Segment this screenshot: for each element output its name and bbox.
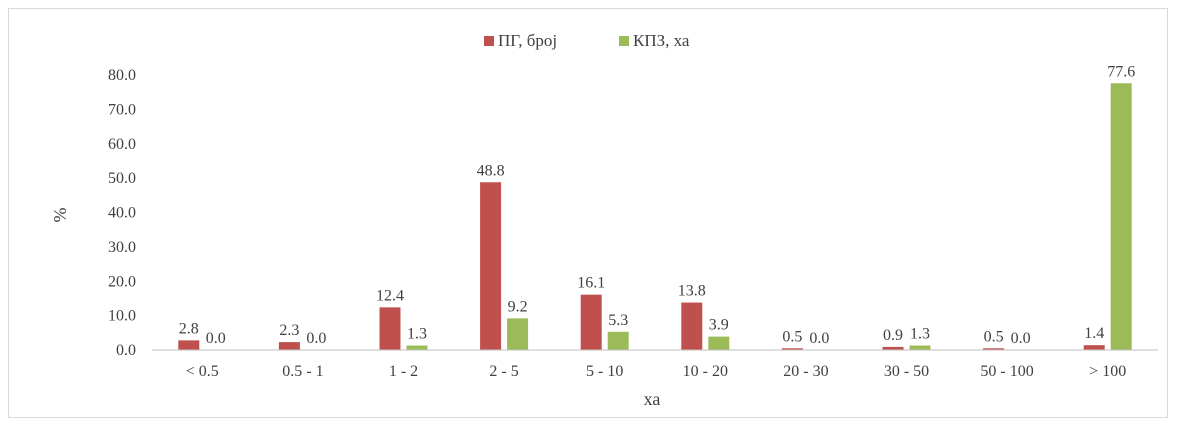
- bar-series-2: [909, 345, 931, 350]
- data-label-series-1: 48.8: [477, 162, 505, 179]
- data-label-series-2: 1.3: [407, 326, 427, 343]
- bar-series-1: [781, 348, 803, 350]
- data-label-series-2: 77.6: [1107, 63, 1135, 80]
- data-label-series-1: 2.8: [179, 320, 199, 337]
- y-tick-label: 50.0: [108, 170, 136, 187]
- data-label-series-1: 12.4: [376, 287, 404, 304]
- y-tick-label: 10.0: [108, 308, 136, 325]
- legend-label-series-1: ПГ, број: [498, 31, 557, 50]
- bar-series-1: [278, 342, 300, 350]
- bar-series-1: [580, 294, 602, 350]
- y-tick-label: 40.0: [108, 205, 136, 222]
- x-tick-label: 5 - 10: [586, 363, 623, 380]
- legend-label-series-2: КПЗ, ха: [633, 31, 690, 50]
- bar-series-1: [983, 348, 1005, 350]
- x-tick-label: 2 - 5: [489, 363, 518, 380]
- data-label-series-2: 0.0: [306, 330, 326, 347]
- bar-series-1: [379, 307, 401, 350]
- y-tick-label: 30.0: [108, 239, 136, 256]
- y-axis-ticks: 0.0 10.0 20.0 30.0 40.0 50.0 60.0 70.0 80.0: [108, 67, 136, 359]
- bar-series-1: [480, 182, 502, 350]
- y-axis-label: %: [50, 208, 70, 223]
- bar-series-2: [708, 336, 730, 350]
- x-tick-label: 30 - 50: [884, 363, 929, 380]
- x-tick-label: 20 - 30: [783, 363, 828, 380]
- x-tick-label: 50 - 100: [980, 363, 1033, 380]
- legend: ПГ, број КПЗ, ха: [484, 31, 690, 50]
- x-tick-label: > 100: [1089, 363, 1126, 380]
- y-tick-label: 0.0: [116, 342, 136, 359]
- data-label-series-1: 0.9: [883, 327, 903, 344]
- bar-series-1: [1083, 345, 1105, 350]
- bar-series-2: [507, 318, 529, 350]
- data-label-series-1: 13.8: [678, 283, 706, 300]
- data-label-series-2: 0.0: [206, 330, 226, 347]
- legend-swatch-series-2: [619, 36, 629, 46]
- y-tick-label: 60.0: [108, 136, 136, 153]
- x-tick-label: 1 - 2: [389, 363, 418, 380]
- x-axis-label: ха: [644, 389, 661, 409]
- x-tick-label: < 0.5: [186, 363, 219, 380]
- data-label-series-2: 0.0: [809, 330, 829, 347]
- data-label-series-2: 5.3: [608, 312, 628, 329]
- data-label-series-1: 0.5: [984, 328, 1004, 345]
- bar-series-2: [1110, 83, 1132, 350]
- bar-series-1: [178, 340, 200, 350]
- data-label-series-2: 0.0: [1011, 330, 1031, 347]
- bar-series-1: [882, 346, 904, 350]
- data-label-series-2: 1.3: [910, 326, 930, 343]
- data-label-series-1: 2.3: [279, 322, 299, 339]
- data-label-series-1: 16.1: [577, 275, 605, 292]
- data-label-series-1: 1.4: [1084, 325, 1104, 342]
- x-tick-label: 0.5 - 1: [282, 363, 323, 380]
- legend-swatch-series-1: [484, 36, 494, 46]
- data-labels: 2.8 0.0 2.3 0.0 12.4 1.3 48.8 9.2 16.1 5.3 13.83.9…: [179, 63, 1135, 347]
- y-tick-label: 70.0: [108, 101, 136, 118]
- y-tick-label: 20.0: [108, 273, 136, 290]
- x-tick-label: 10 - 20: [683, 363, 728, 380]
- bars: [178, 83, 1132, 350]
- data-label-series-1: 0.5: [782, 328, 802, 345]
- bar-series-2: [406, 345, 428, 350]
- x-axis-ticks: < 0.5 0.5 - 1 1 - 2 2 - 5 5 - 10 10 - 20 20 - …: [186, 363, 1126, 380]
- y-tick-label: 80.0: [108, 67, 136, 84]
- bar-series-1: [681, 302, 703, 350]
- data-label-series-2: 9.2: [508, 298, 528, 315]
- data-label-series-2: 3.9: [709, 317, 729, 334]
- bar-series-2: [607, 331, 629, 350]
